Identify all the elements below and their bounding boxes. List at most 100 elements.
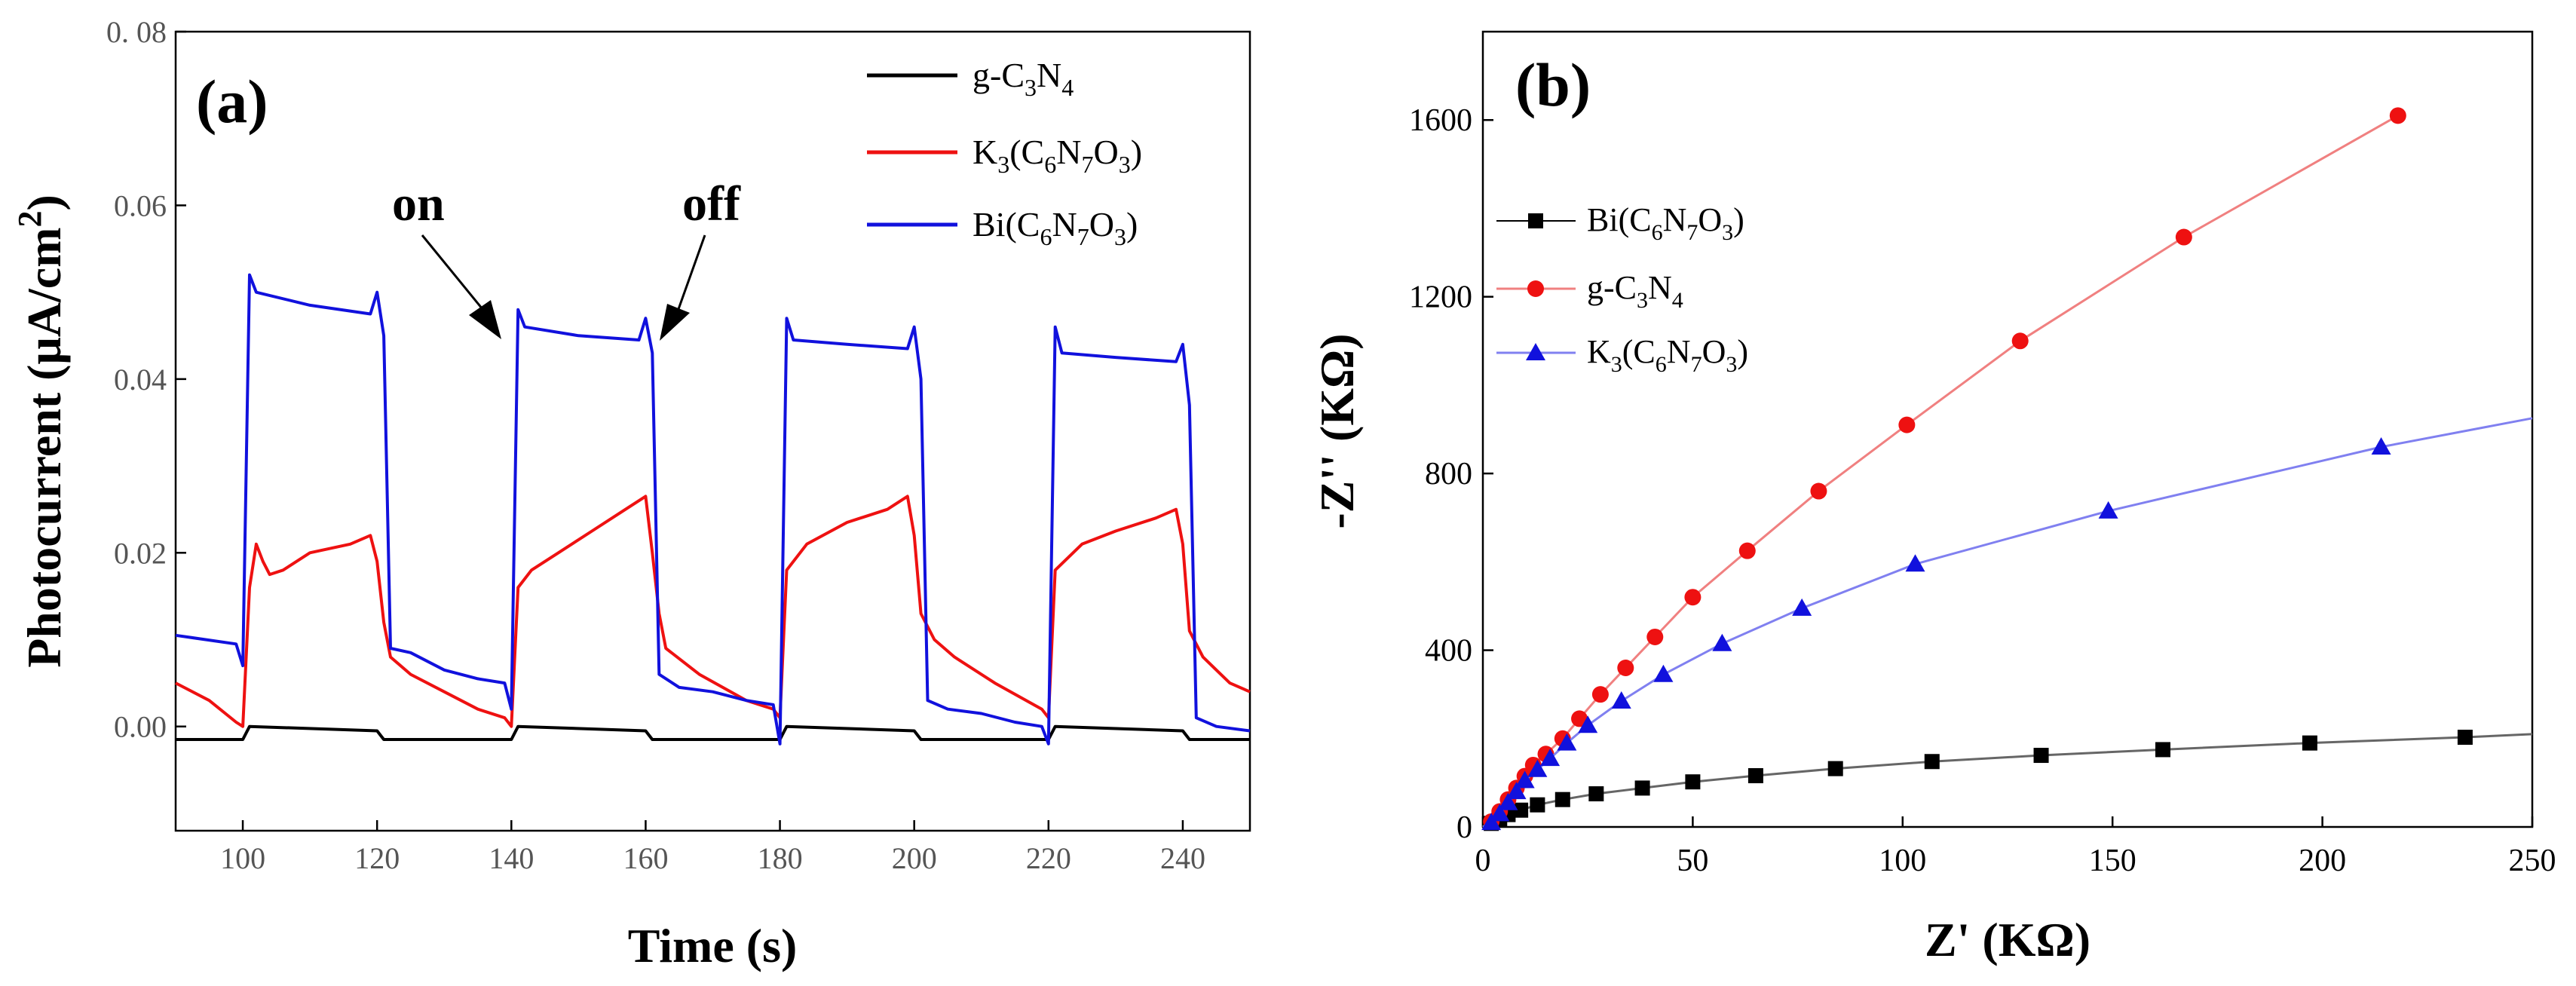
panel-a-label: (a) <box>196 67 268 136</box>
panel-a-ticks: 100 120 140 160 180 200 220 240 0.00 0.02 0.04 0.06… <box>106 15 1205 875</box>
panel-b-point-k3-c6n7o3-13 <box>1905 554 1925 572</box>
legend-a-label-k3: K3(C6N7O3) <box>973 133 1142 178</box>
panel-b-label: (b) <box>1515 51 1591 119</box>
panel-b-point-k3-c6n7o3-5 <box>1527 759 1548 777</box>
panel-b-point-k3-c6n7o3-8 <box>1578 715 1598 733</box>
panel-a-series <box>175 273 1251 746</box>
panel-b-xtick-label-250: 250 <box>2509 844 2556 878</box>
panel-b-point-k3-c6n7o3-2 <box>1498 792 1518 810</box>
legend-b-label-bi: Bi(C6N7O3) <box>1587 201 1744 245</box>
legend-a-item-bi: Bi(C6N7O3) <box>867 205 1138 250</box>
panel-b-point-k3-c6n7o3-4 <box>1515 770 1535 788</box>
legend-a-label-bi: Bi(C6N7O3) <box>973 205 1138 250</box>
panel-b-xtick-label-50: 50 <box>1677 844 1708 878</box>
panel-b-point-bi-c6n7o3-9 <box>1747 768 1763 784</box>
annotation-on-label: on <box>392 176 445 231</box>
panel-b-point-g-c3n4-14 <box>1810 482 1827 500</box>
annotation-off: off <box>660 176 741 341</box>
legend-a-item-k3: K3(C6N7O3) <box>867 133 1142 178</box>
panel-b-point-g-c3n4-9 <box>1591 686 1609 703</box>
panel-b-point-bi-c6n7o3-11 <box>1924 754 1940 770</box>
legend-b-item-bi: Bi(C6N7O3) <box>1496 201 1744 245</box>
panel-b-point-g-c3n4-8 <box>1571 710 1588 727</box>
annotation-on-arrowhead <box>469 300 501 339</box>
panel-a-xlabel: Time (s) <box>628 919 798 972</box>
panel-b-point-g-c3n4-10 <box>1617 660 1634 676</box>
panel-b-point-bi-c6n7o3-5 <box>1554 792 1570 807</box>
panel-b-point-g-c3n4-17 <box>2175 228 2192 246</box>
panel-b-ticks: 0 50 100 150 200 250 0 400 800 1200 1600 <box>1409 103 2556 878</box>
panel-b-point-bi-c6n7o3-4 <box>1530 797 1545 813</box>
panel-b-series-line-k3-c6n7o3 <box>1482 417 2533 828</box>
panel-b-point-bi-c6n7o3-12 <box>2033 748 2049 764</box>
panel-b-ylabel: -Z'' (KΩ) <box>1310 333 1364 528</box>
panel-a-ytick-label-1: 0.02 <box>114 536 167 570</box>
panel-b-point-k3-c6n7o3-14 <box>2098 501 2118 519</box>
panel-b-point-k3-c6n7o3-10 <box>1653 664 1674 682</box>
panel-a-ytick-label-4: 0. 08 <box>106 15 167 49</box>
legend-b-swatch-k3-marker <box>1526 343 1545 360</box>
panel-a-xtick-label-140: 140 <box>489 841 534 875</box>
panel-b-xtick-label-100: 100 <box>1879 844 1926 878</box>
panel-b-point-g-c3n4-13 <box>1738 542 1756 559</box>
panel-b-ytick-label-1200: 1200 <box>1409 280 1472 315</box>
annotation-off-arrow-shaft <box>677 234 706 310</box>
panel-b-point-k3-c6n7o3-11 <box>1712 633 1732 651</box>
panel-b-point-bi-c6n7o3-7 <box>1634 780 1650 796</box>
panel-b-ytick-label-800: 800 <box>1425 457 1472 491</box>
panel-a-xtick-label-200: 200 <box>892 841 937 875</box>
panel-b-point-bi-c6n7o3-10 <box>1827 761 1843 776</box>
panel-b-ytick-label-400: 400 <box>1425 634 1472 669</box>
annotation-on: on <box>392 176 501 339</box>
panel-b-point-k3-c6n7o3-7 <box>1557 733 1577 751</box>
legend-b-swatch-bi-marker <box>1528 213 1543 228</box>
panel-b-xtick-label-150: 150 <box>2089 844 2136 878</box>
panel-a-plot-frame <box>174 30 1251 832</box>
panel-b-xtick-label-200: 200 <box>2299 844 2346 878</box>
legend-b-item-gc3n4: g-C3N4 <box>1496 269 1683 313</box>
legend-b-swatch-gc3n4-marker <box>1527 280 1544 297</box>
panel-a-legend: g-C3N4 K3(C6N7O3) Bi(C6N7O3) <box>867 56 1142 250</box>
panel-b-point-k3-c6n7o3-15 <box>2371 436 2391 455</box>
panel-b-point-k3-c6n7o3-6 <box>1540 749 1561 767</box>
panel-a-xtick-label-180: 180 <box>758 841 803 875</box>
panel-b-point-bi-c6n7o3-8 <box>1685 774 1701 790</box>
panel-b-xlabel: Z' (KΩ) <box>1925 913 2091 966</box>
panel-b-series <box>1481 107 2533 831</box>
panel-b-point-k3-c6n7o3-3 <box>1506 782 1527 800</box>
panel-b-point-k3-c6n7o3-0 <box>1481 813 1502 831</box>
panel-b-legend: Bi(C6N7O3) g-C3N4 K3(C6N7O3) <box>1496 201 1748 377</box>
panel-b-point-g-c3n4-11 <box>1646 628 1664 645</box>
panel-b-point-g-c3n4-18 <box>2389 107 2406 124</box>
panel-a-ytick-label-0: 0.00 <box>114 710 167 744</box>
panel-b-point-g-c3n4-16 <box>2011 332 2029 350</box>
panel-a-xtick-label-240: 240 <box>1160 841 1205 875</box>
panel-b-point-g-c3n4-12 <box>1684 589 1702 606</box>
panel-a-xtick-label-100: 100 <box>220 841 265 875</box>
panel-b-point-bi-c6n7o3-15 <box>2457 730 2473 746</box>
annotation-on-arrow-shaft <box>421 234 484 310</box>
annotation-off-label: off <box>682 176 741 231</box>
panel-b-point-bi-c6n7o3-13 <box>2155 742 2171 758</box>
panel-a-series-line-g-c3n4 <box>176 724 1250 741</box>
panel-b-impedance-chart: 0 50 100 150 200 250 0 400 800 1200 1600 (b) -Z'' … <box>1310 30 2556 966</box>
panel-b-xtick-label-0: 0 <box>1475 844 1491 878</box>
panel-b-point-k3-c6n7o3-12 <box>1792 598 1812 616</box>
panel-a-photocurrent-chart: 100 120 140 160 180 200 220 240 0.00 0.02 0.04 0.06… <box>11 15 1251 972</box>
legend-a-item-gc3n4: g-C3N4 <box>867 56 1074 101</box>
legend-b-label-k3: K3(C6N7O3) <box>1587 333 1748 377</box>
annotation-off-arrowhead <box>660 304 690 341</box>
panel-a-series-line-bi-c6n7o3 <box>175 273 1251 746</box>
panel-b-point-bi-c6n7o3-6 <box>1588 786 1604 802</box>
panel-a-xtick-label-160: 160 <box>623 841 668 875</box>
panel-b-point-bi-c6n7o3-14 <box>2302 735 2317 751</box>
panel-b-point-bi-c6n7o3-3 <box>1513 802 1529 818</box>
legend-b-label-gc3n4: g-C3N4 <box>1587 269 1683 313</box>
panel-b-ytick-label-0: 0 <box>1456 810 1472 845</box>
panel-b-point-g-c3n4-15 <box>1898 416 1916 433</box>
panel-a-xtick-label-220: 220 <box>1026 841 1071 875</box>
panel-b-ytick-label-1600: 1600 <box>1409 103 1472 138</box>
panel-a-ytick-label-2: 0.04 <box>114 363 167 397</box>
legend-b-item-k3: K3(C6N7O3) <box>1496 333 1748 377</box>
